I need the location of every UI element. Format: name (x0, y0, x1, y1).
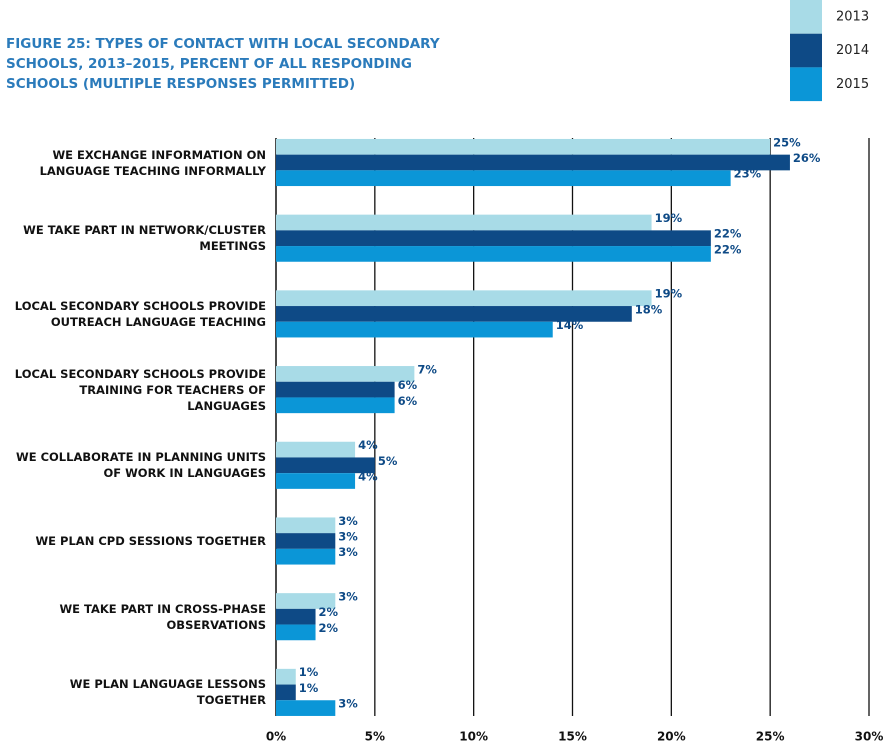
value-label: 25% (773, 135, 801, 149)
value-label: 23% (734, 167, 762, 181)
bar (276, 700, 336, 716)
value-label: 3% (338, 697, 358, 711)
legend-label: 2015 (836, 77, 869, 92)
bar (276, 684, 296, 701)
value-label: 19% (655, 211, 683, 225)
bar (276, 321, 553, 338)
category-label: WE PLAN CPD SESSIONS TOGETHER (35, 534, 267, 548)
legend-swatch (790, 33, 822, 68)
value-label: 3% (338, 530, 358, 544)
category-label: WE PLAN LANGUAGE LESSONS TOGETHER (69, 677, 266, 708)
bar (276, 381, 395, 398)
x-tick-label: 30% (855, 730, 883, 744)
legend-swatch (790, 0, 822, 34)
value-label: 5% (378, 454, 398, 468)
bar (276, 154, 790, 171)
bar (276, 668, 296, 685)
value-label: 3% (338, 545, 358, 559)
category-label: WE TAKE PART IN NETWORK/CLUSTER MEETINGS (23, 223, 266, 254)
x-tick-label: 20% (657, 730, 686, 744)
bar (276, 548, 336, 565)
x-tick-label: 25% (756, 730, 785, 744)
value-label: 1% (299, 681, 319, 695)
bar (276, 441, 356, 458)
bar (276, 230, 711, 247)
x-tick-label: 0% (266, 730, 286, 744)
bar (276, 366, 415, 382)
value-label: 22% (714, 242, 742, 256)
legend-label: 2014 (836, 43, 869, 58)
value-label: 6% (398, 394, 418, 408)
value-label: 2% (319, 605, 339, 619)
x-tick-label: 10% (459, 730, 488, 744)
legend-swatch (790, 67, 822, 102)
value-label: 3% (338, 590, 358, 604)
category-label: WE EXCHANGE INFORMATION ON LANGUAGE TEAC… (39, 147, 266, 178)
category-label: LOCAL SECONDARY SCHOOLS PROVIDE OUTREACH… (14, 298, 266, 329)
value-label: 4% (358, 438, 378, 452)
category-label: LOCAL SECONDARY SCHOOLS PROVIDE TRAINING… (14, 366, 266, 413)
value-label: 18% (635, 302, 663, 316)
bar (276, 624, 316, 641)
bar (276, 473, 356, 489)
bar (276, 397, 395, 414)
bar (276, 290, 652, 307)
value-label: 4% (358, 470, 378, 484)
bar (276, 517, 336, 534)
bar (276, 593, 336, 609)
category-label: WE COLLABORATE IN PLANNING UNITS OF WORK… (16, 450, 266, 481)
value-label: 6% (398, 378, 418, 392)
bar (276, 170, 731, 187)
value-label: 22% (714, 227, 742, 241)
value-label: 7% (417, 362, 437, 376)
category-label: WE TAKE PART IN CROSS-PHASE OBSERVATIONS (59, 601, 266, 632)
value-label: 1% (299, 665, 319, 679)
value-label: 2% (319, 621, 339, 635)
bar (276, 214, 652, 231)
legend-label: 2013 (836, 10, 869, 25)
bar (276, 306, 632, 322)
value-label: 26% (793, 151, 821, 165)
bar (276, 608, 316, 625)
x-tick-label: 15% (558, 730, 587, 744)
x-tick-label: 5% (365, 730, 385, 744)
value-label: 19% (655, 287, 683, 301)
bar (276, 246, 711, 262)
value-label: 3% (338, 514, 358, 528)
bar (276, 457, 375, 474)
chart-title: FIGURE 25: TYPES OF CONTACT WITH LOCAL S… (6, 36, 440, 92)
value-label: 14% (556, 318, 584, 332)
bar (276, 533, 336, 549)
bar (276, 138, 771, 155)
